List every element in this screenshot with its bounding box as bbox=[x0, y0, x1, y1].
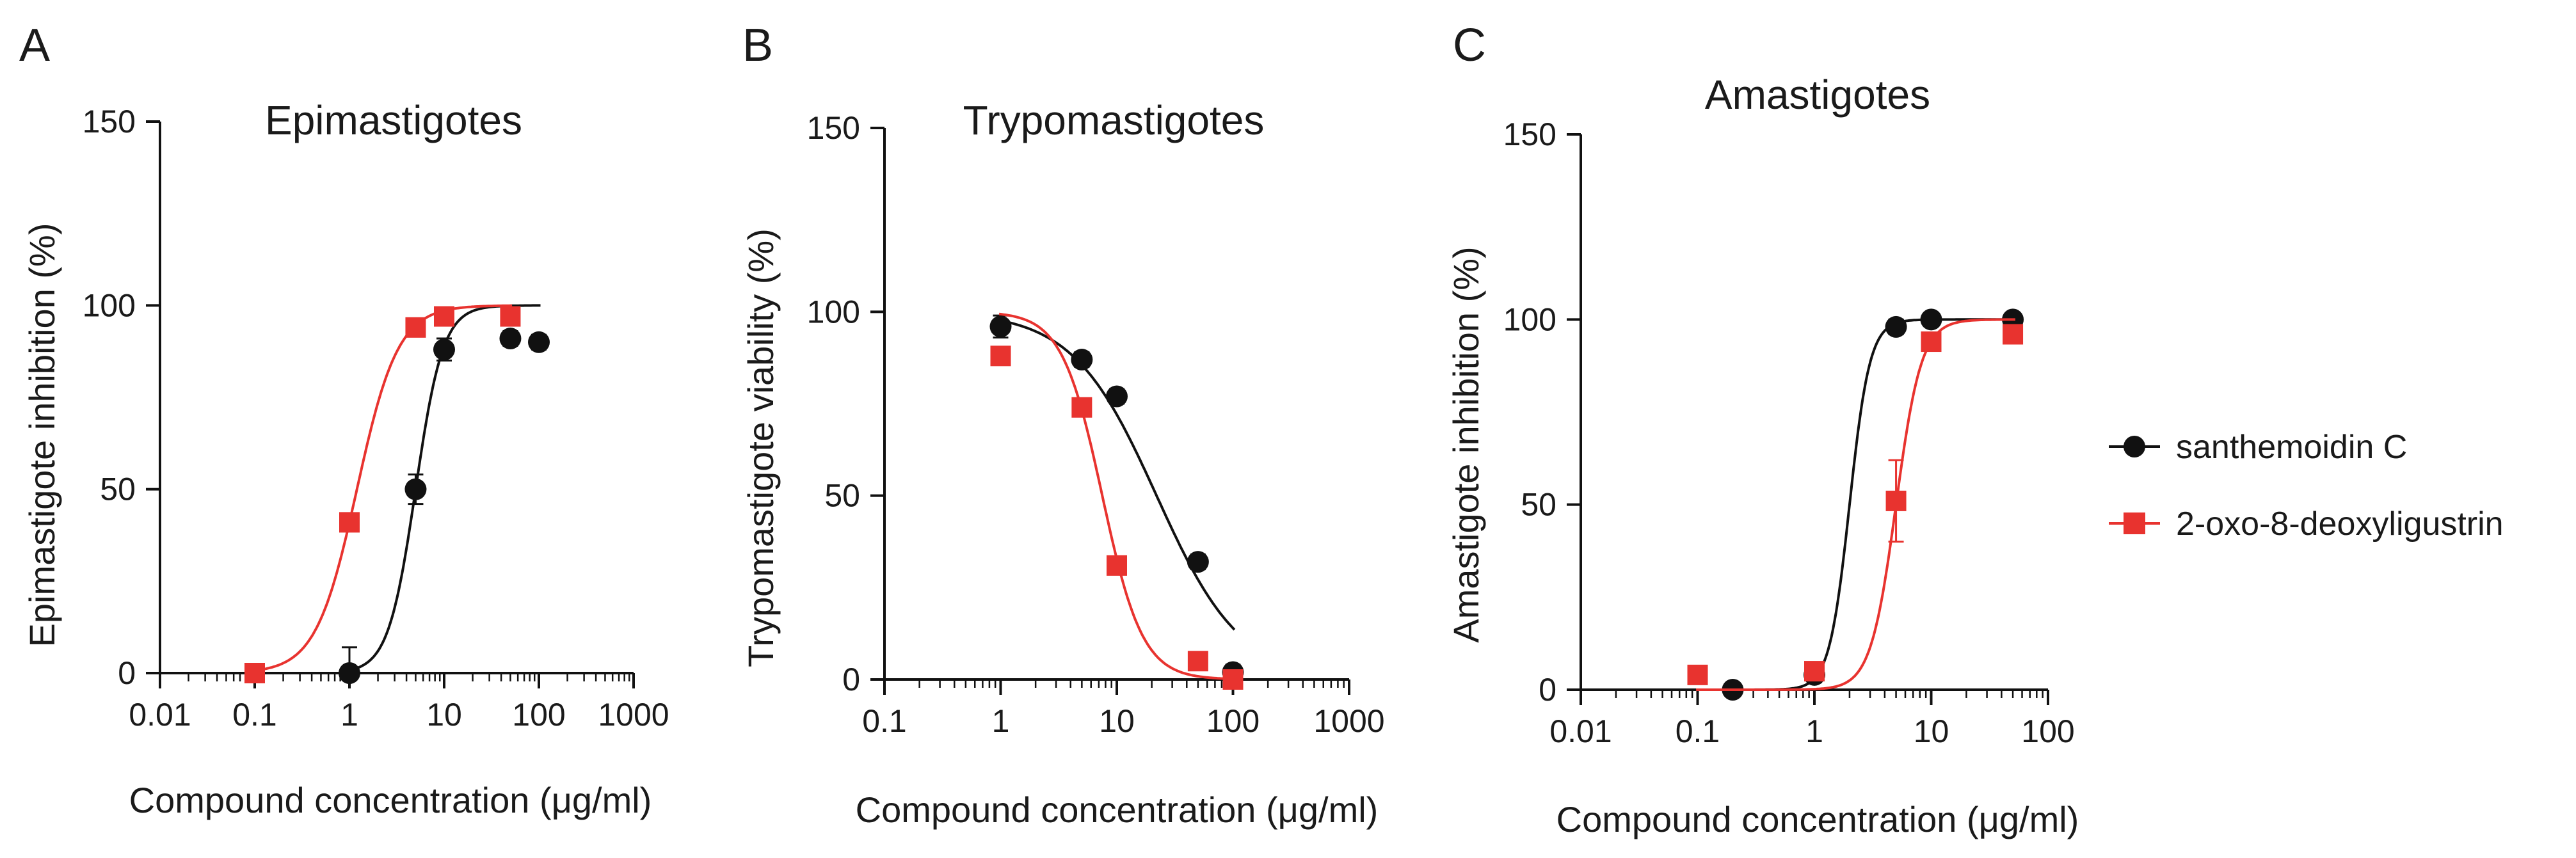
panel-b: B Trypomastigotes Compound concentration… bbox=[740, 20, 1385, 830]
panel-a-x-axis-label: Compound concentration (μg/ml) bbox=[129, 780, 652, 820]
panel-b-x-axis-label: Compound concentration (μg/ml) bbox=[856, 790, 1379, 830]
panel-b-2-oxo-8-deoxyligustrin-point bbox=[1187, 651, 1208, 672]
panel-b-letter: B bbox=[742, 20, 773, 71]
panel-a-2-oxo-8-deoxyligustrin-point bbox=[244, 663, 265, 683]
panel-c-x-tick-label: 0.01 bbox=[1549, 713, 1612, 749]
panel-b-santhemoidin-c-point bbox=[1106, 385, 1128, 408]
panel-b-santhemoidin-c-point bbox=[1187, 551, 1209, 573]
legend-marker-oxo-deoxyligustrin bbox=[2124, 512, 2145, 534]
panel-a-2-oxo-8-deoxyligustrin-point bbox=[500, 306, 521, 327]
panel-a-x-tick-label: 1000 bbox=[598, 697, 669, 733]
panel-c-y-tick-label: 150 bbox=[1503, 116, 1556, 152]
panel-b-y-tick-label: 100 bbox=[807, 294, 860, 330]
panel-b-x-tick-label: 1 bbox=[992, 703, 1010, 739]
panel-c-2-oxo-8-deoxyligustrin-point bbox=[1804, 661, 1825, 682]
panel-c-x-tick-label: 0.1 bbox=[1676, 713, 1720, 749]
panel-c-title: Amastigotes bbox=[1705, 72, 1930, 118]
legend: santhemoidin C 2-oxo-8-deoxyligustrin bbox=[2109, 429, 2504, 543]
panel-c-y-tick-label: 50 bbox=[1521, 487, 1556, 523]
panel-c-y-tick-label: 0 bbox=[1539, 672, 1556, 708]
panel-b-2-oxo-8-deoxyligustrin-point bbox=[1222, 669, 1244, 690]
panel-a: A Epimastigotes Compound concentration (… bbox=[19, 20, 669, 820]
panel-a-y-tick-label: 50 bbox=[100, 472, 136, 507]
panel-c: C Amastigotes Compound concentration (μg… bbox=[1446, 20, 2079, 839]
panel-a-x-tick-label: 1 bbox=[340, 697, 358, 733]
panel-b-y-tick-label: 50 bbox=[824, 478, 860, 514]
panel-c-santhemoidin-c-point bbox=[1885, 315, 1907, 338]
panel-a-y-axis-label: Epimastigote inhibition (%) bbox=[22, 223, 62, 647]
panel-b-santhemoidin-c-point bbox=[1071, 349, 1093, 371]
panel-a-santhemoidin-c-point bbox=[499, 328, 522, 350]
panel-b-x-tick-label: 1000 bbox=[1313, 703, 1384, 739]
panel-a-y-tick-label: 0 bbox=[118, 655, 136, 691]
panel-c-y-tick-label: 100 bbox=[1503, 301, 1556, 337]
panel-c-2-oxo-8-deoxyligustrin-point bbox=[2003, 324, 2024, 345]
panel-a-y-tick-label: 150 bbox=[83, 104, 136, 139]
panel-a-title: Epimastigotes bbox=[265, 97, 522, 143]
panel-b-x-tick-label: 0.1 bbox=[862, 703, 907, 739]
panel-b-y-tick-label: 150 bbox=[807, 110, 860, 146]
panel-b-santhemoidin-c-fit-curve bbox=[998, 319, 1236, 631]
panel-a-santhemoidin-c-point bbox=[339, 662, 360, 684]
panel-a-x-tick-label: 0.1 bbox=[232, 697, 277, 733]
panel-c-letter: C bbox=[1453, 20, 1486, 71]
panel-b-2-oxo-8-deoxyligustrin-fit-curve bbox=[998, 312, 1235, 681]
panel-c-x-axis-label: Compound concentration (μg/ml) bbox=[1556, 799, 2079, 839]
panel-b-2-oxo-8-deoxyligustrin-point bbox=[1071, 397, 1092, 418]
panel-a-2-oxo-8-deoxyligustrin-point bbox=[339, 512, 360, 533]
panel-b-title: Trypomastigotes bbox=[963, 97, 1265, 143]
panel-a-2-oxo-8-deoxyligustrin-point bbox=[434, 306, 454, 327]
panel-a-2-oxo-8-deoxyligustrin-fit-curve bbox=[253, 304, 513, 672]
panel-c-2-oxo-8-deoxyligustrin-fit-curve bbox=[1696, 318, 2015, 691]
panel-a-santhemoidin-c-point bbox=[528, 331, 550, 353]
panel-c-x-tick-label: 100 bbox=[2021, 713, 2074, 749]
panel-c-santhemoidin-c-point bbox=[1920, 308, 1942, 331]
legend-label-santhemoidin: santhemoidin C bbox=[2176, 429, 2407, 466]
panel-b-2-oxo-8-deoxyligustrin-point bbox=[1107, 555, 1127, 576]
panel-b-y-tick-label: 0 bbox=[842, 662, 860, 697]
panel-c-x-tick-label: 10 bbox=[1914, 713, 1949, 749]
legend-label-oxo-deoxyligustrin: 2-oxo-8-deoxyligustrin bbox=[2176, 505, 2504, 543]
legend-marker-santhemoidin bbox=[2124, 436, 2145, 457]
panel-c-x-tick-label: 1 bbox=[1805, 713, 1823, 749]
panel-b-x-tick-label: 100 bbox=[1206, 703, 1260, 739]
panel-c-2-oxo-8-deoxyligustrin-point bbox=[1921, 331, 1942, 353]
panel-b-2-oxo-8-deoxyligustrin-point bbox=[990, 346, 1011, 367]
panel-c-2-oxo-8-deoxyligustrin-point bbox=[1885, 490, 1907, 511]
panel-a-x-tick-label: 10 bbox=[426, 697, 462, 733]
panel-a-x-tick-label: 100 bbox=[512, 697, 565, 733]
panel-a-x-tick-label: 0.01 bbox=[129, 697, 191, 733]
panel-a-letter: A bbox=[19, 20, 50, 71]
panel-b-y-axis-label: Trypomastigote viability (%) bbox=[740, 228, 781, 667]
panel-a-santhemoidin-c-point bbox=[404, 478, 427, 500]
panel-a-santhemoidin-c-point bbox=[433, 338, 455, 361]
panel-a-y-tick-label: 100 bbox=[83, 287, 136, 323]
panel-b-santhemoidin-c-point bbox=[989, 315, 1012, 338]
panel-b-x-tick-label: 10 bbox=[1099, 703, 1135, 739]
panel-c-y-axis-label: Amastigote inhibition (%) bbox=[1446, 246, 1486, 642]
panel-c-2-oxo-8-deoxyligustrin-point bbox=[1687, 664, 1708, 685]
panel-a-2-oxo-8-deoxyligustrin-point bbox=[405, 317, 426, 338]
